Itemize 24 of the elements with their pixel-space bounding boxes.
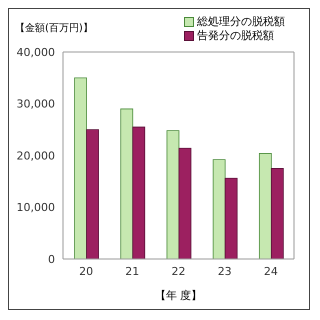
- bar: [258, 153, 272, 259]
- bar: [166, 130, 180, 259]
- x-tick-label: 23: [218, 264, 232, 278]
- legend-label: 総処理分の脱税額: [197, 15, 285, 29]
- y-tick-label: 40,000: [16, 46, 55, 59]
- x-tick-label: 20: [79, 264, 94, 278]
- bar: [224, 178, 238, 259]
- x-tick-label: 24: [264, 264, 278, 278]
- bar: [178, 148, 192, 259]
- bar: [120, 108, 134, 259]
- legend-label: 告発分の脱税額: [197, 29, 274, 43]
- x-tick-label: 21: [125, 264, 140, 278]
- bar: [86, 129, 99, 259]
- y-tick-label: 10,000: [16, 201, 55, 214]
- x-tick-label: 22: [172, 264, 186, 278]
- bar: [132, 126, 146, 259]
- y-tick-label: 30,000: [16, 98, 55, 111]
- y-tick-label: 0: [48, 252, 55, 266]
- bar: [270, 168, 284, 259]
- y-tick-label: 20,000: [16, 149, 55, 162]
- y-axis-title: 【金額(百万円)】: [15, 22, 93, 35]
- x-axis-title: 【年 度】: [154, 289, 202, 302]
- bar: [212, 159, 226, 259]
- bar: [74, 77, 87, 259]
